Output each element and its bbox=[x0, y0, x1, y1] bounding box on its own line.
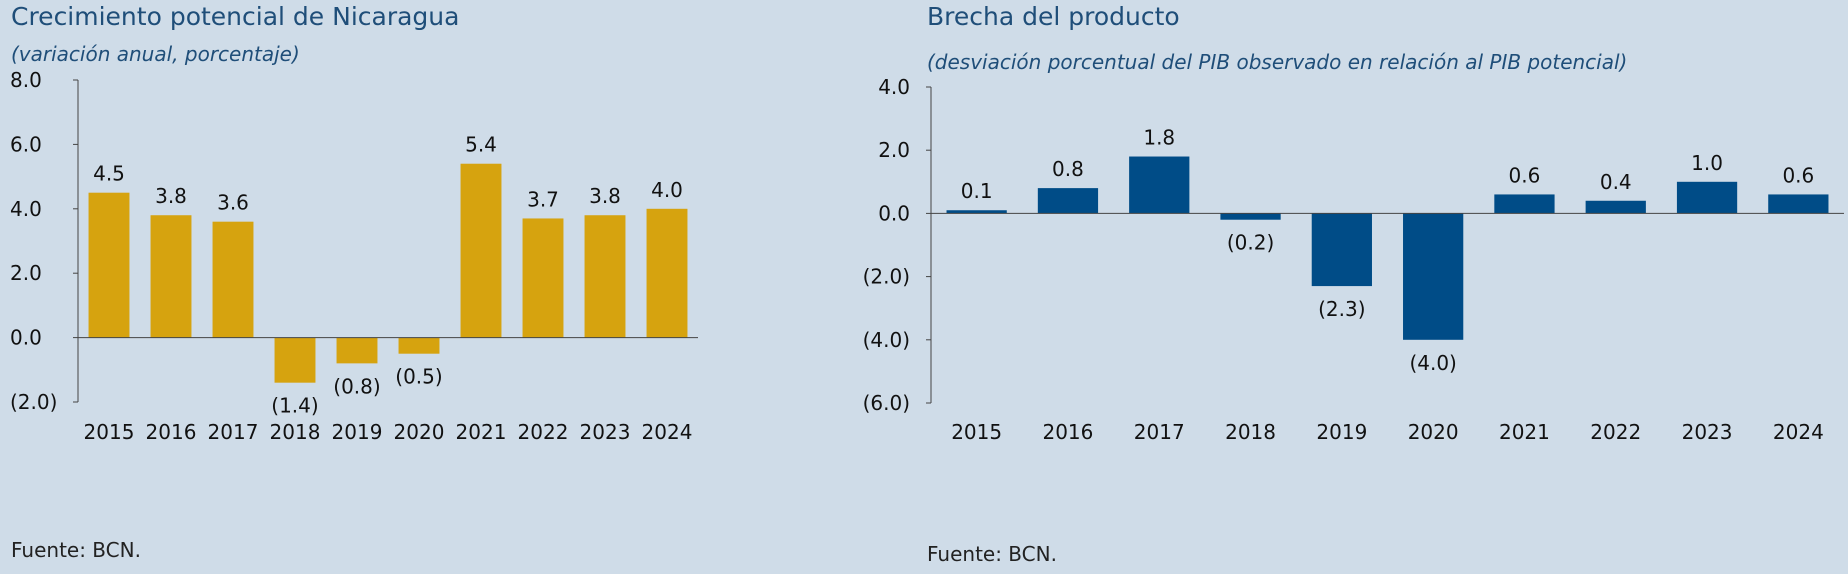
x-tick-label: 2018 bbox=[270, 420, 321, 444]
x-tick-label: 2015 bbox=[84, 420, 135, 444]
bar-2016 bbox=[1037, 188, 1099, 214]
x-tick-label: 2024 bbox=[642, 420, 693, 444]
x-tick-label: 2022 bbox=[1590, 420, 1641, 444]
data-label: (4.0) bbox=[1409, 351, 1456, 375]
data-label: (2.3) bbox=[1318, 297, 1365, 321]
y-tick-label: 0.0 bbox=[10, 326, 42, 350]
x-tick-label: 2021 bbox=[456, 420, 507, 444]
y-tick-label: (4.0) bbox=[863, 328, 910, 352]
bar-2022 bbox=[1585, 200, 1646, 214]
y-tick-label: (2.0) bbox=[10, 390, 57, 414]
bar-2021 bbox=[1494, 194, 1555, 214]
y-tick-label: (6.0) bbox=[863, 391, 910, 415]
data-label: 1.8 bbox=[1143, 126, 1175, 150]
x-tick-label: 2016 bbox=[146, 420, 197, 444]
x-tick-label: 2022 bbox=[518, 420, 569, 444]
bar-2022 bbox=[522, 218, 564, 338]
x-tick-label: 2019 bbox=[332, 420, 383, 444]
bar-2015 bbox=[946, 210, 1007, 214]
data-label: 4.0 bbox=[651, 178, 683, 202]
data-label: 0.6 bbox=[1509, 163, 1541, 187]
chart-title: Brecha del producto bbox=[927, 2, 1180, 31]
data-label: (0.8) bbox=[333, 374, 380, 398]
y-tick-label: 6.0 bbox=[10, 132, 42, 156]
data-label: 5.4 bbox=[465, 133, 497, 157]
bar-2023 bbox=[584, 215, 626, 338]
data-label: 3.8 bbox=[155, 184, 187, 208]
x-tick-label: 2018 bbox=[1225, 420, 1276, 444]
y-tick-label: 2.0 bbox=[10, 261, 42, 285]
x-tick-label: 2020 bbox=[394, 420, 445, 444]
chart-title: Crecimiento potencial de Nicaragua bbox=[11, 2, 460, 31]
chart-panel-output-gap: 4.0 2.0 0.0 (2.0) (4.0) (6.0) 0.1 2015 0.8 2016 1.… bbox=[863, 0, 1848, 574]
chart-subtitle: (variación anual, porcentaje) bbox=[11, 42, 300, 66]
data-label: (0.5) bbox=[395, 365, 442, 389]
chart-subtitle: (desviación porcentual del PIB observado… bbox=[927, 50, 1628, 74]
y-tick-label: 2.0 bbox=[878, 138, 910, 162]
x-tick-label: 2024 bbox=[1773, 420, 1824, 444]
x-tick-label: 2021 bbox=[1499, 420, 1550, 444]
x-tick-label: 2019 bbox=[1316, 420, 1367, 444]
y-tick-label: (2.0) bbox=[863, 265, 910, 289]
bar-chart-potential-growth: 8.0 6.0 4.0 2.0 0.0 (2.0) 4.5 2015 3.8 2016 3.6 201… bbox=[10, 68, 698, 444]
x-tick-label: 2016 bbox=[1042, 420, 1093, 444]
y-tick-label: 4.0 bbox=[10, 197, 42, 221]
chart-panel-potential-growth: 8.0 6.0 4.0 2.0 0.0 (2.0) 4.5 2015 3.8 2016 3.6 201… bbox=[10, 2, 698, 562]
bar-2016 bbox=[150, 215, 192, 338]
bar-2015 bbox=[88, 192, 130, 338]
data-label: 3.7 bbox=[527, 187, 559, 211]
bar-2021 bbox=[460, 163, 502, 338]
data-label: 1.0 bbox=[1691, 151, 1723, 175]
x-tick-label: 2023 bbox=[580, 420, 631, 444]
x-tick-label: 2017 bbox=[1134, 420, 1185, 444]
bar-2020 bbox=[398, 337, 440, 354]
x-tick-label: 2015 bbox=[951, 420, 1002, 444]
bar-2017 bbox=[212, 221, 254, 338]
bar-2024 bbox=[646, 208, 688, 338]
y-tick-label: 8.0 bbox=[10, 68, 42, 92]
data-label: 3.8 bbox=[589, 184, 621, 208]
data-label: 0.4 bbox=[1600, 170, 1632, 194]
bar-chart-output-gap: 4.0 2.0 0.0 (2.0) (4.0) (6.0) 0.1 2015 0.8 2016 1.… bbox=[863, 75, 1844, 444]
data-label: 0.8 bbox=[1052, 157, 1084, 181]
x-tick-label: 2023 bbox=[1682, 420, 1733, 444]
data-label: 0.6 bbox=[1782, 163, 1814, 187]
bar-2020 bbox=[1403, 213, 1464, 340]
chart-source: Fuente: BCN. bbox=[927, 542, 1057, 566]
bar-2019 bbox=[1311, 213, 1372, 287]
y-tick-label: 0.0 bbox=[878, 201, 910, 225]
x-tick-label: 2020 bbox=[1408, 420, 1459, 444]
chart-source: Fuente: BCN. bbox=[11, 538, 141, 562]
y-tick-label: 4.0 bbox=[878, 75, 910, 99]
bar-2023 bbox=[1676, 181, 1738, 214]
bar-2017 bbox=[1129, 156, 1190, 214]
data-label: 0.1 bbox=[961, 179, 993, 203]
bar-2018 bbox=[274, 337, 316, 383]
bar-2024 bbox=[1768, 194, 1829, 214]
bar-2018 bbox=[1220, 213, 1281, 220]
data-label: 3.6 bbox=[217, 191, 249, 215]
bar-2019 bbox=[336, 337, 378, 364]
data-label: (1.4) bbox=[271, 394, 318, 418]
x-tick-label: 2017 bbox=[208, 420, 259, 444]
data-label: 4.5 bbox=[93, 162, 125, 186]
data-label: (0.2) bbox=[1227, 231, 1274, 255]
